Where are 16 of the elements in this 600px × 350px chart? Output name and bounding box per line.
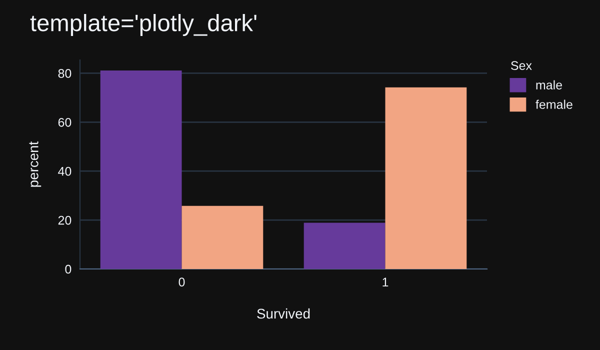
y-tick-label: 40 [58, 166, 72, 176]
bar [100, 70, 182, 269]
x-tick-label: 1 [382, 278, 388, 286]
y-tick-label: 80 [58, 69, 72, 78]
y-tick-label: 60 [58, 118, 72, 127]
bar [304, 222, 386, 269]
legend-title: Sex [511, 61, 532, 70]
chart-title: template='plotly_dark' [30, 14, 256, 36]
legend-label: female [536, 100, 572, 109]
bar [182, 206, 264, 269]
x-axis-title: Survived [257, 308, 310, 319]
y-tick-label: 0 [65, 264, 72, 274]
bar [385, 87, 467, 269]
y-axis-title: percent [29, 141, 42, 187]
y-tick-label: 20 [58, 216, 72, 225]
legend-label: male [536, 80, 562, 90]
